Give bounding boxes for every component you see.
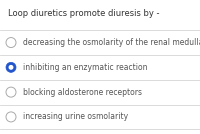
Text: increasing urine osmolarity: increasing urine osmolarity	[23, 112, 128, 121]
Ellipse shape	[9, 66, 13, 69]
Text: Loop diuretics promote diuresis by -: Loop diuretics promote diuresis by -	[8, 9, 160, 18]
Text: inhibiting an enzymatic reaction: inhibiting an enzymatic reaction	[23, 63, 148, 72]
Text: blocking aldosterone receptors: blocking aldosterone receptors	[23, 88, 142, 97]
Text: decreasing the osmolarity of the renal medulla: decreasing the osmolarity of the renal m…	[23, 38, 200, 47]
Ellipse shape	[6, 62, 16, 72]
Ellipse shape	[6, 112, 16, 122]
Ellipse shape	[6, 38, 16, 48]
Ellipse shape	[6, 87, 16, 97]
